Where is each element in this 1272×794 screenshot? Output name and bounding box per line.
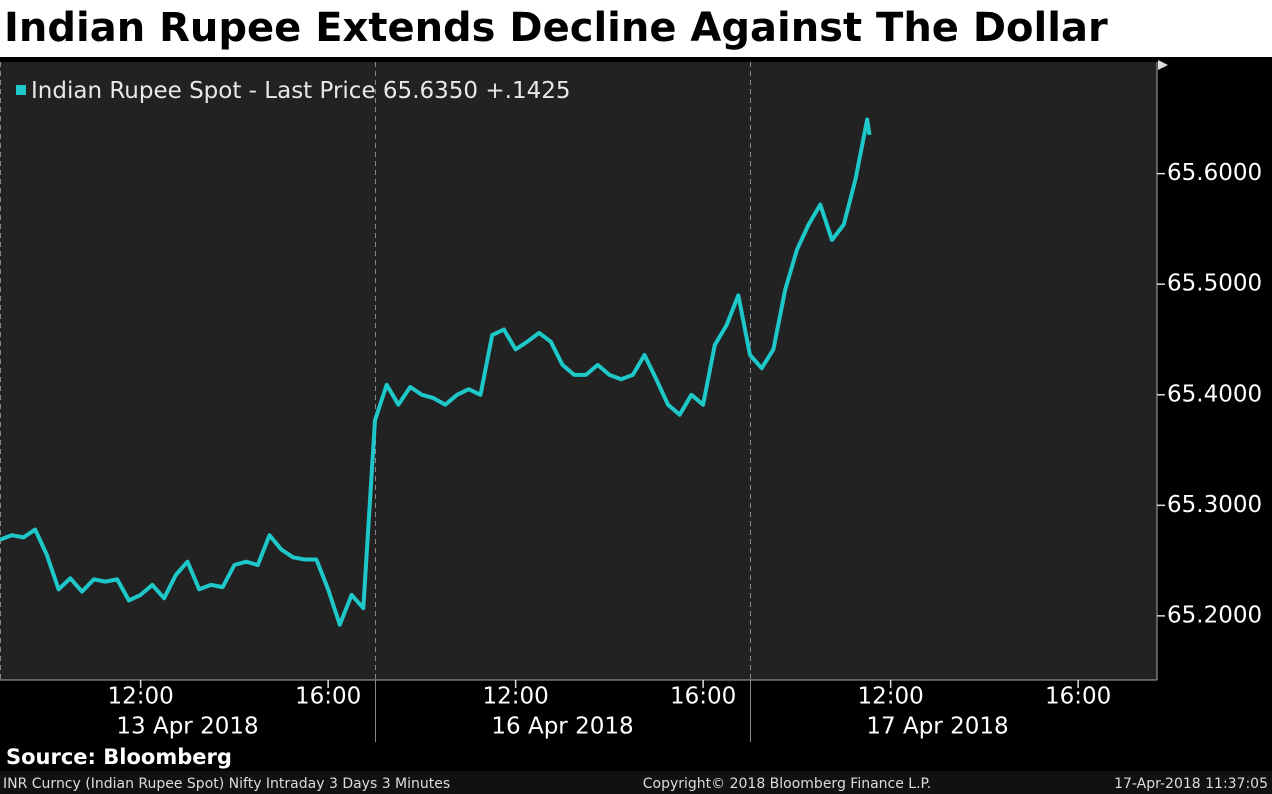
x-tick-label: 12:00 (482, 684, 548, 710)
y-tick-label: 65.5000 (1167, 271, 1262, 297)
legend-name: Indian Rupee Spot - Last Price (31, 78, 376, 104)
x-tick-label: 16:00 (670, 684, 736, 710)
footer-left: INR Curncy (Indian Rupee Spot) Nifty Int… (3, 776, 450, 792)
x-tick-label: 12:00 (107, 684, 173, 710)
plot-area (0, 62, 1157, 680)
x-tick-label: 16:00 (1045, 684, 1111, 710)
legend-label: Indian Rupee Spot - Last Price 65.6350 +… (31, 78, 570, 104)
title-band (0, 0, 1272, 57)
y-tick-label: 65.3000 (1167, 492, 1262, 518)
source: Source: Bloomberg (6, 745, 232, 769)
legend-swatch (16, 85, 26, 95)
y-tick-label: 65.4000 (1167, 381, 1262, 407)
x-tick-label: 16:00 (295, 684, 361, 710)
x-tick-label: 12:00 (857, 684, 923, 710)
legend-last: 65.6350 (383, 78, 478, 104)
chart-title: Indian Rupee Extends Decline Against The… (4, 5, 1108, 51)
y-tick-label: 65.2000 (1167, 602, 1262, 628)
axis-marker (1158, 60, 1168, 70)
footer-right: 17-Apr-2018 11:37:05 (1114, 776, 1268, 792)
day-label: 13 Apr 2018 (116, 714, 258, 740)
price-line (0, 117, 872, 627)
footer-band (0, 771, 1272, 794)
footer-center: Copyright© 2018 Bloomberg Finance L.P. (643, 776, 932, 792)
y-tick-label: 65.6000 (1167, 160, 1262, 186)
day-label: 17 Apr 2018 (866, 714, 1008, 740)
legend-change: +.1425 (485, 78, 570, 104)
day-label: 16 Apr 2018 (491, 714, 633, 740)
